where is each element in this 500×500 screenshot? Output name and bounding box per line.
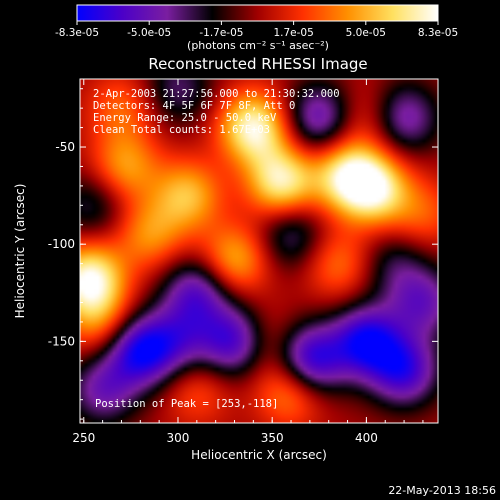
annotation-energy-range: Energy Range: 25.0 - 50.0 keV xyxy=(93,112,277,124)
colorbar-tick-label: 8.3e-05 xyxy=(418,27,458,39)
x-axis-ticks: 250 300 350 400 xyxy=(72,79,424,445)
y-tick-label: -150 xyxy=(48,334,75,348)
colorbar-tick-label: 5.0e-05 xyxy=(346,27,386,39)
colorbar-tick-label: -5.0e-05 xyxy=(127,27,171,39)
colorbar-tick-label: 1.7e-05 xyxy=(273,27,313,39)
x-tick-label: 300 xyxy=(167,431,190,445)
colorbar-tick-label: -8.3e-05 xyxy=(55,27,99,39)
y-axis-ticks: -50 -100 -150 xyxy=(48,88,438,420)
heatmap-image xyxy=(80,79,438,423)
footer-date: 22-May-2013 18:56 xyxy=(388,484,496,497)
x-tick-label: 350 xyxy=(261,431,284,445)
annotation-clean-counts: Clean Total counts: 1.67E+03 xyxy=(93,124,270,136)
colorbar-tick-label: -1.7e-05 xyxy=(199,27,243,39)
chart-title: Reconstructed RHESSI Image xyxy=(148,55,367,73)
x-axis-label: Heliocentric X (arcsec) xyxy=(191,448,327,462)
colorbar-ticks: -8.3e-05 -5.0e-05 -1.7e-05 1.7e-05 5.0e-05 8.… xyxy=(55,21,458,39)
y-axis-label: Heliocentric Y (arcsec) xyxy=(13,184,27,319)
colorbar xyxy=(76,4,439,22)
x-tick-label: 250 xyxy=(72,431,95,445)
annotation-time-range: 2-Apr-2003 21:27:56.000 to 21:30:32.000 xyxy=(93,88,340,100)
peak-position-label: Position of Peak = [253,-118] xyxy=(95,398,278,410)
plot-frame xyxy=(79,78,439,424)
annotation-detectors: Detectors: 4F 5F 6F 7F 8F, Att 0 xyxy=(93,100,295,112)
x-tick-label: 400 xyxy=(355,431,378,445)
y-tick-label: -50 xyxy=(55,140,75,154)
colorbar-unit-label: (photons cm⁻² s⁻¹ asec⁻²) xyxy=(187,39,329,52)
y-tick-label: -100 xyxy=(48,237,75,251)
